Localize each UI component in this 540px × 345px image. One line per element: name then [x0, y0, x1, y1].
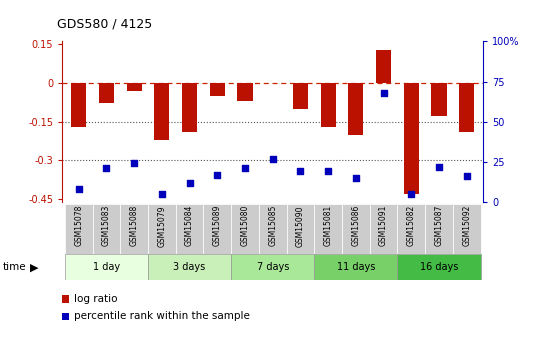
Point: [296, 169, 305, 174]
Bar: [148, 254, 231, 280]
Point: [352, 175, 360, 180]
Bar: [403, 83, 419, 194]
Bar: [210, 83, 225, 96]
Bar: [314, 204, 342, 254]
Text: 3 days: 3 days: [173, 262, 206, 272]
Bar: [314, 254, 397, 280]
Bar: [431, 83, 447, 116]
Text: GSM15086: GSM15086: [352, 205, 360, 246]
Text: GSM15087: GSM15087: [435, 205, 443, 246]
Point: [324, 169, 333, 174]
Bar: [321, 83, 336, 127]
Bar: [425, 204, 453, 254]
Bar: [176, 204, 204, 254]
Text: ▶: ▶: [30, 262, 38, 272]
Bar: [231, 204, 259, 254]
Text: GSM15091: GSM15091: [379, 205, 388, 246]
Bar: [370, 204, 397, 254]
Text: percentile rank within the sample: percentile rank within the sample: [74, 312, 250, 321]
Text: 1 day: 1 day: [93, 262, 120, 272]
Point: [407, 191, 416, 197]
Text: GSM15080: GSM15080: [240, 205, 249, 246]
Bar: [126, 83, 142, 90]
Bar: [342, 204, 370, 254]
Text: GSM15084: GSM15084: [185, 205, 194, 246]
Text: GSM15081: GSM15081: [323, 205, 333, 246]
Text: 16 days: 16 days: [420, 262, 458, 272]
Bar: [65, 204, 92, 254]
Point: [185, 180, 194, 185]
Text: time: time: [3, 262, 26, 272]
Bar: [182, 83, 197, 132]
Text: GSM15082: GSM15082: [407, 205, 416, 246]
Text: GSM15092: GSM15092: [462, 205, 471, 246]
Text: GSM15085: GSM15085: [268, 205, 277, 246]
Bar: [397, 204, 425, 254]
Text: GDS580 / 4125: GDS580 / 4125: [57, 17, 152, 30]
Text: GSM15089: GSM15089: [213, 205, 222, 246]
Point: [462, 174, 471, 179]
Point: [268, 156, 277, 161]
Text: GSM15088: GSM15088: [130, 205, 139, 246]
Bar: [148, 204, 176, 254]
Bar: [397, 254, 481, 280]
Text: GSM15090: GSM15090: [296, 205, 305, 247]
Bar: [287, 204, 314, 254]
Bar: [348, 83, 363, 135]
Text: 11 days: 11 days: [336, 262, 375, 272]
Point: [379, 90, 388, 96]
Bar: [238, 83, 253, 101]
Point: [241, 165, 249, 171]
Bar: [453, 204, 481, 254]
Bar: [293, 83, 308, 109]
Text: 7 days: 7 days: [256, 262, 289, 272]
Bar: [71, 83, 86, 127]
Bar: [204, 204, 231, 254]
Bar: [259, 204, 287, 254]
Bar: [376, 50, 391, 83]
Bar: [120, 204, 148, 254]
Bar: [459, 83, 474, 132]
Text: log ratio: log ratio: [74, 294, 118, 304]
Text: GSM15079: GSM15079: [157, 205, 166, 247]
Bar: [154, 83, 170, 140]
Point: [130, 160, 138, 166]
Bar: [231, 254, 314, 280]
Point: [435, 164, 443, 169]
Bar: [99, 83, 114, 104]
Point: [102, 165, 111, 171]
Bar: [92, 204, 120, 254]
Point: [158, 191, 166, 197]
Bar: [65, 254, 148, 280]
Point: [75, 186, 83, 192]
Text: GSM15078: GSM15078: [74, 205, 83, 246]
Point: [213, 172, 221, 177]
Text: GSM15083: GSM15083: [102, 205, 111, 246]
